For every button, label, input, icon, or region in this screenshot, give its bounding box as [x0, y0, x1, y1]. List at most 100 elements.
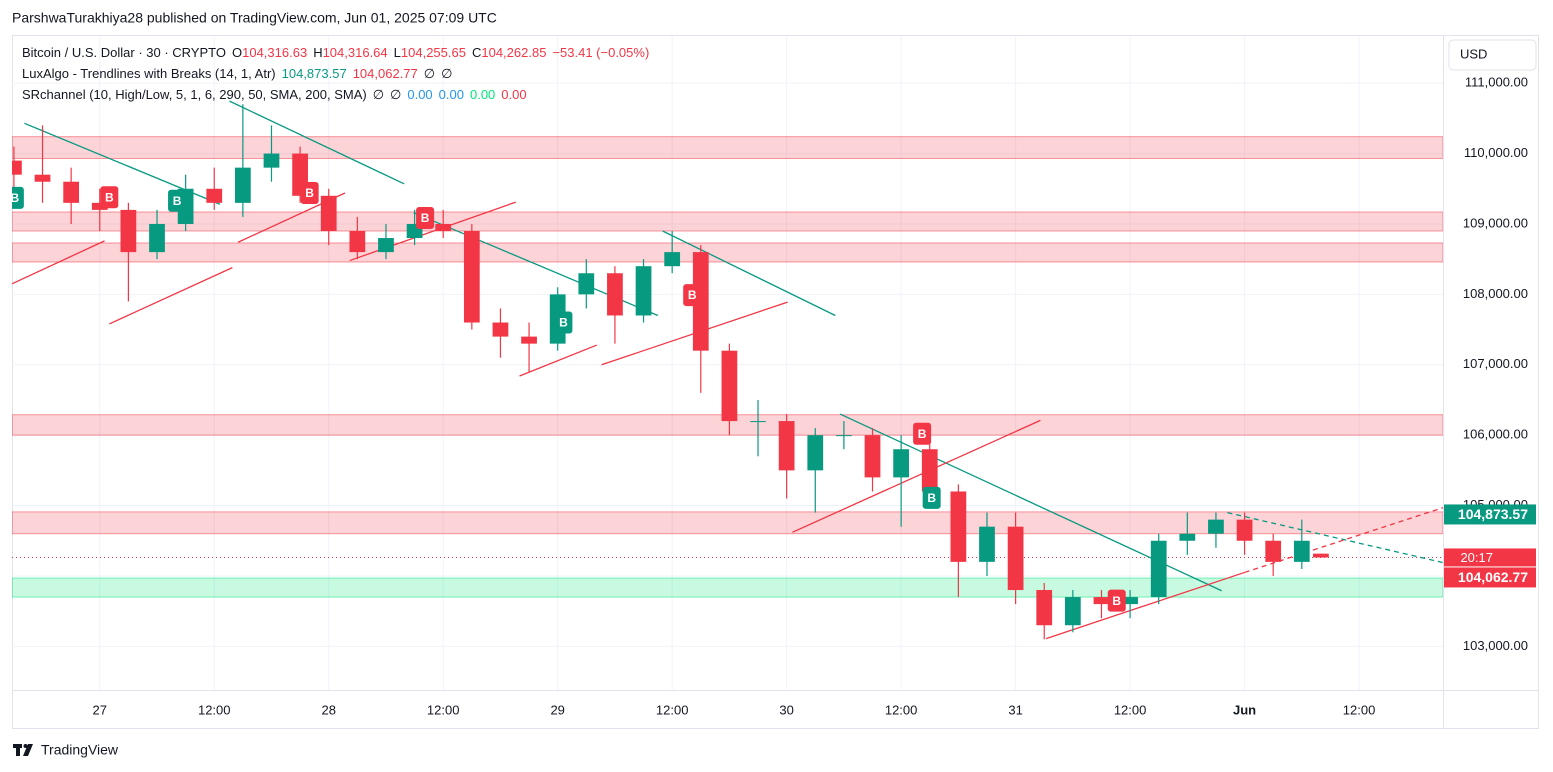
candle-body	[1179, 533, 1196, 541]
x-tick-label: 12:00	[427, 702, 460, 717]
legend-item: L	[394, 45, 401, 60]
candle-body	[1150, 540, 1167, 598]
candle-body	[1293, 540, 1310, 562]
x-tick-label: Jun	[1233, 702, 1256, 717]
legend-item: ∅	[373, 87, 384, 102]
trendline	[792, 419, 1041, 533]
candle-body	[34, 174, 51, 182]
legend-item: C	[472, 45, 481, 60]
candle-body	[893, 449, 909, 478]
legend-row: LuxAlgo - Trendlines with Breaks (14, 1,…	[22, 66, 452, 81]
footer-logo	[13, 744, 33, 756]
break-label	[12, 186, 24, 209]
candle-body	[1208, 519, 1224, 534]
sr-zone	[12, 242, 1443, 263]
break-label	[683, 284, 702, 307]
legend-item: O	[232, 45, 242, 60]
break-text: B	[105, 190, 114, 204]
candle-body	[1313, 553, 1329, 558]
legend-item: 104,255.65	[401, 45, 466, 60]
legend-item: 104,873.57	[282, 66, 347, 81]
x-tick-label: 27	[93, 702, 107, 717]
break-label	[554, 311, 573, 334]
break-text: B	[688, 288, 697, 302]
candle-body	[836, 435, 852, 437]
x-tick-label: 29	[550, 702, 564, 717]
legend-item: LuxAlgo - Trendlines with Breaks (14, 1,…	[22, 66, 276, 81]
x-tick-label: 12:00	[885, 702, 918, 717]
legend-item: 104,262.85	[481, 45, 546, 60]
candle-body	[206, 188, 223, 203]
candle-body	[349, 231, 366, 253]
candle-body	[607, 273, 623, 316]
countdown-tag	[1444, 548, 1536, 567]
x-tick-label: 30	[779, 702, 793, 717]
x-tick-label: 12:00	[1343, 702, 1376, 717]
candle-body	[12, 160, 22, 175]
break-label	[100, 186, 119, 209]
price-tag	[1444, 504, 1536, 525]
legend-item: Bitcoin / U.S. Dollar · 30 · CRYPTO	[22, 45, 226, 60]
break-text: B	[1112, 594, 1121, 608]
candle-body	[521, 336, 537, 344]
candle-body	[492, 322, 509, 337]
legend-item: H	[313, 45, 322, 60]
candle-body	[1007, 526, 1024, 591]
currency-box[interactable]	[1448, 39, 1537, 71]
sr-zone	[12, 211, 1443, 232]
trendline	[662, 230, 836, 317]
candle-body	[120, 209, 137, 253]
legend-item: 104,316.63	[242, 45, 307, 60]
break-text: B	[421, 211, 430, 225]
header: ParshwaTurakhiya28 published on TradingV…	[12, 10, 497, 26]
break-text: B	[305, 186, 314, 200]
candle-body	[1036, 590, 1053, 626]
candle-body	[1122, 597, 1138, 605]
break-label	[922, 486, 941, 509]
legend-item: 104,316.64	[323, 45, 388, 60]
y-tick-label: 108,000.00	[1463, 286, 1528, 301]
candle-body	[1236, 519, 1253, 541]
legend-item: ∅	[390, 87, 401, 102]
trendline	[1227, 511, 1443, 564]
candle-body	[234, 167, 251, 203]
candle-body	[778, 421, 795, 471]
sr-zone	[12, 136, 1443, 159]
legend-item: 0.00	[407, 87, 432, 102]
candle-body	[1064, 597, 1081, 626]
legend-item: 104,062.77	[353, 66, 418, 81]
legend-item: ∅	[441, 66, 452, 81]
countdown: 20:17	[1460, 550, 1493, 565]
candle-body	[664, 252, 681, 267]
y-tick-label: 109,000.00	[1463, 215, 1528, 230]
candle-body	[63, 181, 80, 203]
candle-body	[1265, 540, 1282, 562]
break-label	[913, 422, 932, 445]
break-label	[1107, 589, 1126, 612]
break-text: B	[559, 316, 568, 330]
trendline	[229, 100, 405, 185]
y-tick-label: 110,000.00	[1464, 145, 1528, 160]
candle-body	[91, 202, 108, 210]
break-text: B	[11, 191, 20, 205]
legend-item: −53.41 (−0.05%)	[552, 45, 649, 60]
candle-body	[149, 223, 165, 253]
candle-body	[979, 526, 995, 562]
trendline	[349, 201, 516, 262]
legend-row: SRchannel (10, High/Low, 5, 1, 6, 290, 5…	[22, 87, 527, 102]
sr-zone	[12, 511, 1443, 535]
y-tick-label: 111,000.00	[1465, 75, 1528, 90]
x-tick-label: 12:00	[656, 702, 689, 717]
currency: USD	[1460, 46, 1487, 61]
y-tick-label: 103,000.00	[1463, 638, 1528, 653]
y-tick-label: 106,000.00	[1463, 427, 1528, 442]
trendline	[109, 267, 233, 325]
candle-body	[921, 449, 938, 492]
break-text: B	[927, 491, 936, 505]
candle-body	[807, 435, 824, 471]
candle-body	[378, 238, 394, 253]
candle-body	[750, 421, 766, 423]
candle-body	[435, 223, 452, 232]
